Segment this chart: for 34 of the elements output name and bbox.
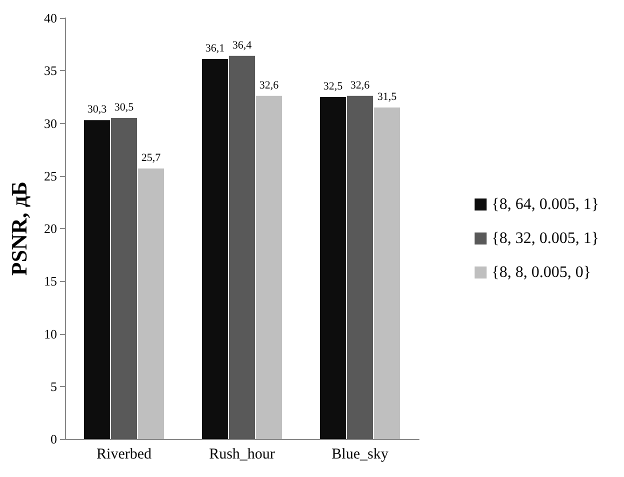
legend-label: {8, 64, 0.005, 1} (492, 196, 599, 213)
bar (374, 107, 400, 439)
bar (138, 168, 164, 439)
legend-label: {8, 8, 0.005, 0} (492, 264, 591, 281)
data-label: 25,7 (141, 152, 162, 164)
data-label: 30,5 (114, 101, 134, 114)
bar (347, 96, 373, 439)
x-tick-label: Rush_hour (209, 446, 275, 462)
y-tick-label: 25 (44, 168, 57, 184)
data-label: 36,4 (232, 39, 252, 52)
bar (229, 56, 255, 439)
data-label: 32,5 (323, 80, 344, 92)
y-axis-title: PSNR, дБ (6, 181, 32, 276)
bar (320, 96, 346, 439)
bar (84, 120, 110, 439)
x-tick-label: Riverbed (96, 446, 152, 462)
y-tick-label: 0 (50, 432, 57, 446)
y-tick-label: 5 (50, 378, 57, 394)
data-label: 36,1 (205, 42, 225, 55)
data-label: 31,5 (377, 90, 398, 103)
bar (256, 96, 282, 439)
y-tick-label: 35 (44, 63, 57, 78)
data-label: 32,6 (350, 79, 370, 92)
y-tick-label: 30 (44, 116, 57, 131)
data-label: 32,6 (259, 79, 280, 92)
bar (111, 118, 137, 439)
y-tick-label: 10 (44, 326, 57, 342)
y-tick-label: 15 (44, 274, 57, 289)
x-tick-label: Blue_sky (332, 446, 389, 462)
bar (202, 59, 228, 439)
y-tick-label: 40 (44, 10, 57, 26)
data-label: 30,3 (87, 104, 108, 116)
y-tick-label: 20 (44, 221, 57, 236)
legend-label: {8, 32, 0.005, 1} (492, 230, 599, 247)
